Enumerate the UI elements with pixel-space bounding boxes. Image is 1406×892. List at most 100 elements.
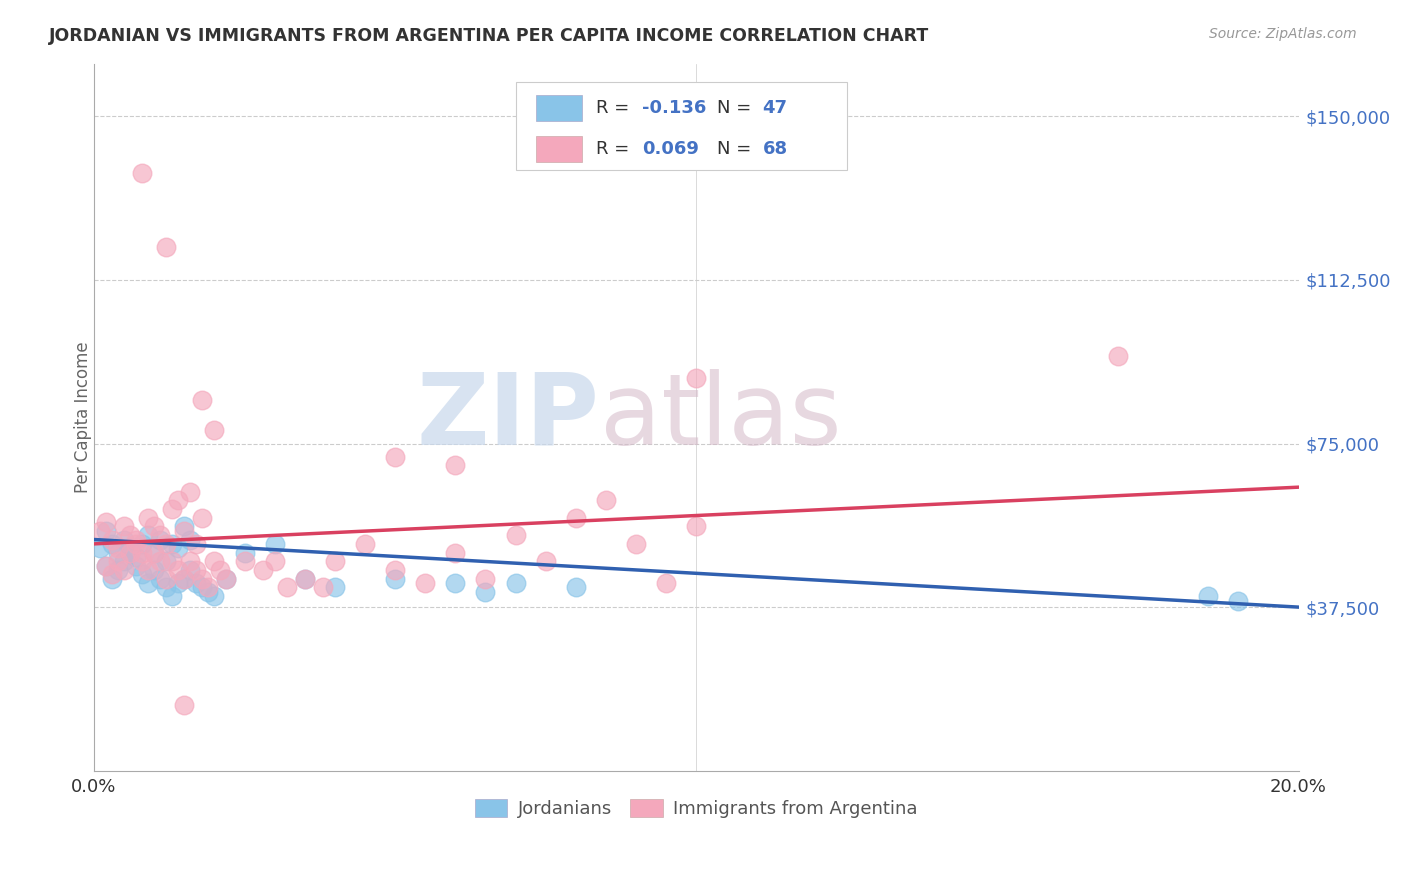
Point — [120, 541, 142, 556]
Point — [101, 537, 124, 551]
Y-axis label: Per Capita Income: Per Capita Income — [75, 342, 91, 493]
Point — [197, 581, 219, 595]
Point — [107, 563, 129, 577]
Point — [136, 576, 159, 591]
Point — [444, 458, 467, 473]
Point — [215, 572, 238, 586]
Point — [202, 424, 225, 438]
Point — [125, 558, 148, 573]
Point — [167, 563, 190, 577]
Point — [186, 563, 208, 577]
Point — [197, 585, 219, 599]
Point — [179, 484, 201, 499]
Point — [655, 576, 678, 591]
Point — [131, 567, 153, 582]
Point — [179, 533, 201, 547]
Text: ZIP: ZIP — [418, 369, 600, 466]
Point — [155, 554, 177, 568]
Point — [101, 567, 124, 582]
Point — [143, 546, 166, 560]
Bar — [536, 136, 582, 161]
Point — [474, 585, 496, 599]
Point — [94, 524, 117, 538]
Point — [384, 450, 406, 464]
Point — [384, 572, 406, 586]
Point — [94, 558, 117, 573]
Point — [565, 581, 588, 595]
Point — [89, 524, 111, 538]
Point — [107, 546, 129, 560]
Point — [233, 554, 256, 568]
Point — [179, 563, 201, 577]
Point — [143, 519, 166, 533]
Point — [191, 510, 214, 524]
Point — [160, 537, 183, 551]
Point — [155, 240, 177, 254]
Point — [101, 533, 124, 547]
Point — [112, 519, 135, 533]
Point — [131, 546, 153, 560]
Point — [143, 546, 166, 560]
Point — [179, 554, 201, 568]
Point — [173, 572, 195, 586]
Bar — [536, 95, 582, 121]
Point — [444, 546, 467, 560]
Point — [160, 554, 183, 568]
Point — [143, 563, 166, 577]
Point — [685, 371, 707, 385]
Point — [131, 537, 153, 551]
Point — [131, 166, 153, 180]
Text: N =: N = — [717, 99, 756, 117]
Point — [263, 554, 285, 568]
Point — [191, 581, 214, 595]
Point — [1227, 593, 1250, 607]
Point — [160, 502, 183, 516]
Point — [173, 572, 195, 586]
Text: atlas: atlas — [600, 369, 842, 466]
Point — [384, 563, 406, 577]
Point — [202, 589, 225, 603]
Point — [173, 519, 195, 533]
Point — [120, 546, 142, 560]
Point — [112, 554, 135, 568]
Point — [125, 549, 148, 564]
Point — [294, 572, 316, 586]
Point — [191, 572, 214, 586]
FancyBboxPatch shape — [516, 82, 846, 170]
Point — [136, 528, 159, 542]
Point — [173, 698, 195, 713]
Point — [149, 554, 172, 568]
Point — [505, 576, 527, 591]
Point — [155, 572, 177, 586]
Point — [186, 576, 208, 591]
Point — [112, 563, 135, 577]
Point — [215, 572, 238, 586]
Point — [263, 537, 285, 551]
Point — [173, 524, 195, 538]
Point — [252, 563, 274, 577]
Point — [94, 558, 117, 573]
Point — [685, 519, 707, 533]
Text: -0.136: -0.136 — [643, 99, 706, 117]
Point — [209, 563, 232, 577]
Text: N =: N = — [717, 140, 756, 158]
Point — [505, 528, 527, 542]
Point — [136, 510, 159, 524]
Point — [1107, 349, 1129, 363]
Point — [323, 581, 346, 595]
Point — [160, 589, 183, 603]
Point — [107, 541, 129, 556]
Point — [294, 572, 316, 586]
Point — [149, 572, 172, 586]
Point — [233, 546, 256, 560]
Point — [413, 576, 436, 591]
Point — [125, 537, 148, 551]
Point — [444, 576, 467, 591]
Point — [565, 510, 588, 524]
Point — [354, 537, 377, 551]
Text: JORDANIAN VS IMMIGRANTS FROM ARGENTINA PER CAPITA INCOME CORRELATION CHART: JORDANIAN VS IMMIGRANTS FROM ARGENTINA P… — [49, 27, 929, 45]
Point — [155, 581, 177, 595]
Text: 68: 68 — [762, 140, 787, 158]
Point — [101, 572, 124, 586]
Point — [89, 541, 111, 556]
